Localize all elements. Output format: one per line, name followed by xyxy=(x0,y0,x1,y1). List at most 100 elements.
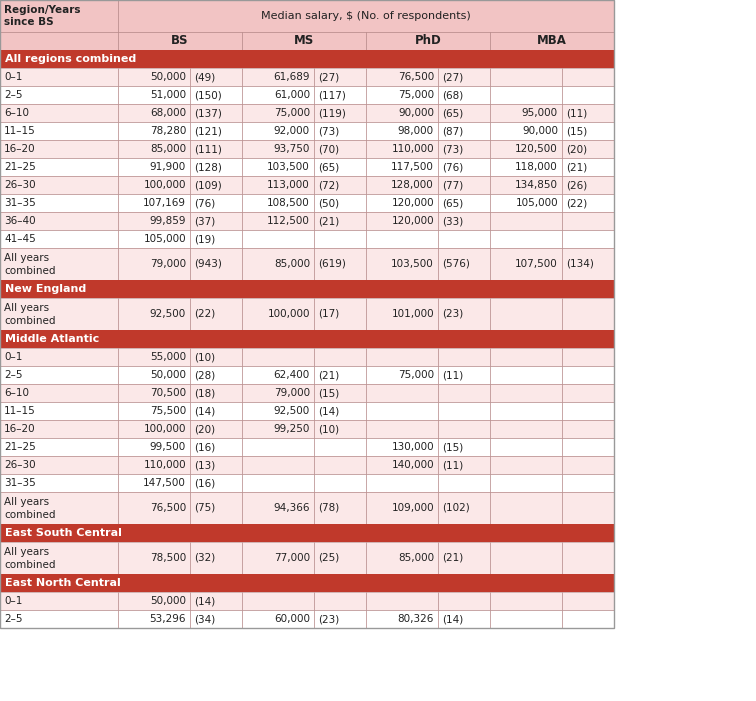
Bar xyxy=(562,140,614,158)
Bar xyxy=(562,212,614,230)
Bar xyxy=(0,176,118,194)
Text: 11–15: 11–15 xyxy=(4,406,36,416)
Bar xyxy=(438,348,490,366)
Bar xyxy=(562,610,614,628)
Text: 90,000: 90,000 xyxy=(398,108,434,118)
Text: (27): (27) xyxy=(318,72,339,82)
Bar xyxy=(242,248,314,280)
Bar xyxy=(0,86,118,104)
Bar xyxy=(366,456,438,474)
Bar xyxy=(0,280,614,298)
Text: 61,689: 61,689 xyxy=(274,72,310,82)
Bar xyxy=(0,50,614,68)
Text: 26–30: 26–30 xyxy=(4,460,36,470)
Text: 75,500: 75,500 xyxy=(150,406,186,416)
Bar xyxy=(490,592,562,610)
Bar xyxy=(314,248,366,280)
Bar xyxy=(366,402,438,420)
Bar xyxy=(242,438,314,456)
Text: East North Central: East North Central xyxy=(5,578,121,588)
Text: (137): (137) xyxy=(194,108,222,118)
Bar xyxy=(490,348,562,366)
Bar xyxy=(562,230,614,248)
Text: 53,296: 53,296 xyxy=(150,614,186,624)
Text: New England: New England xyxy=(5,284,86,294)
Text: 62,400: 62,400 xyxy=(274,370,310,380)
Bar xyxy=(562,366,614,384)
Text: 11–15: 11–15 xyxy=(4,126,36,136)
Text: (65): (65) xyxy=(318,162,339,172)
Bar xyxy=(242,402,314,420)
Text: (18): (18) xyxy=(194,388,215,398)
Bar xyxy=(190,212,242,230)
Text: (121): (121) xyxy=(194,126,222,136)
Bar xyxy=(190,298,242,330)
Text: (50): (50) xyxy=(318,198,339,208)
Text: (102): (102) xyxy=(442,503,469,513)
Text: 110,000: 110,000 xyxy=(144,460,186,470)
Text: 6–10: 6–10 xyxy=(4,388,29,398)
Bar xyxy=(314,348,366,366)
Text: 92,000: 92,000 xyxy=(274,126,310,136)
Bar xyxy=(190,402,242,420)
Bar xyxy=(314,474,366,492)
Text: (65): (65) xyxy=(442,108,463,118)
Bar xyxy=(314,194,366,212)
Bar xyxy=(314,610,366,628)
Text: 98,000: 98,000 xyxy=(398,126,434,136)
Bar xyxy=(190,366,242,384)
Bar xyxy=(118,592,190,610)
Text: 61,000: 61,000 xyxy=(274,90,310,100)
Bar xyxy=(438,212,490,230)
Text: 2–5: 2–5 xyxy=(4,370,23,380)
Text: (28): (28) xyxy=(194,370,215,380)
Bar xyxy=(490,176,562,194)
Bar xyxy=(118,0,614,32)
Bar xyxy=(490,86,562,104)
Bar xyxy=(0,68,118,86)
Text: Middle Atlantic: Middle Atlantic xyxy=(5,334,99,344)
Bar xyxy=(118,474,190,492)
Bar xyxy=(562,438,614,456)
Text: 50,000: 50,000 xyxy=(150,596,186,606)
Bar xyxy=(242,384,314,402)
Text: 140,000: 140,000 xyxy=(392,460,434,470)
Text: 50,000: 50,000 xyxy=(150,370,186,380)
Bar xyxy=(562,176,614,194)
Bar xyxy=(118,176,190,194)
Bar xyxy=(314,104,366,122)
Text: (76): (76) xyxy=(442,162,463,172)
Text: (32): (32) xyxy=(194,553,215,563)
Bar xyxy=(242,298,314,330)
Text: 128,000: 128,000 xyxy=(392,180,434,190)
Bar xyxy=(190,68,242,86)
Bar xyxy=(0,330,614,348)
Text: All years: All years xyxy=(4,547,49,557)
Text: (21): (21) xyxy=(318,216,339,226)
Text: (15): (15) xyxy=(566,126,587,136)
Text: (22): (22) xyxy=(566,198,587,208)
Text: 112,500: 112,500 xyxy=(267,216,310,226)
Bar xyxy=(366,32,490,50)
Bar xyxy=(314,384,366,402)
Bar xyxy=(562,542,614,574)
Text: Region/Years
since BS: Region/Years since BS xyxy=(4,5,80,27)
Text: 108,500: 108,500 xyxy=(268,198,310,208)
Bar xyxy=(314,402,366,420)
Bar xyxy=(366,140,438,158)
Bar xyxy=(314,230,366,248)
Text: 109,000: 109,000 xyxy=(392,503,434,513)
Bar xyxy=(190,542,242,574)
Bar xyxy=(366,610,438,628)
Bar xyxy=(242,230,314,248)
Bar xyxy=(242,212,314,230)
Bar xyxy=(242,158,314,176)
Bar xyxy=(0,104,118,122)
Text: combined: combined xyxy=(4,510,55,520)
Bar xyxy=(118,122,190,140)
Bar xyxy=(490,474,562,492)
Bar xyxy=(0,0,614,628)
Bar xyxy=(118,610,190,628)
Bar xyxy=(314,592,366,610)
Text: 85,000: 85,000 xyxy=(398,553,434,563)
